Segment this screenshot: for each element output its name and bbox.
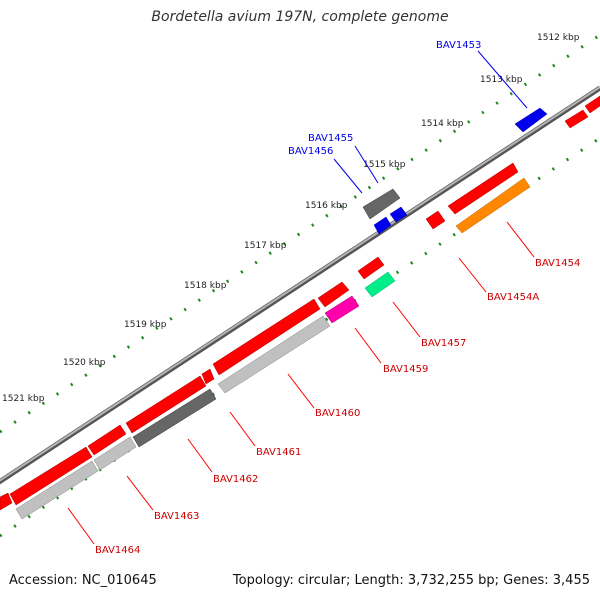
gene-label: BAV1455 [308,133,353,144]
kbp-label: 1515 kbp [363,160,406,170]
gene-feature[interactable] [217,315,331,394]
gene-label: BAV1460 [315,408,360,419]
gene-feature[interactable] [455,177,531,234]
scale-track-outer [0,33,600,434]
gene-feature[interactable] [317,281,350,308]
gene-label: BAV1464 [95,545,140,556]
kbp-label: 1518 kbp [184,281,227,291]
gene-feature[interactable] [564,109,589,129]
gene-label: BAV1463 [154,511,199,522]
kbp-label: 1514 kbp [421,119,464,129]
gene-feature[interactable] [362,188,401,220]
kbp-label: 1521 kbp [2,394,45,404]
gene-label: BAV1454A [487,292,539,303]
gene-label: BAV1454 [535,258,580,269]
accession-text: Accession: NC_010645 [9,573,157,588]
gene-feature[interactable] [132,388,217,448]
gene-feature[interactable] [357,256,385,280]
gene-label: BAV1457 [421,338,466,349]
gene-label: BAV1453 [436,40,481,51]
gene-feature[interactable] [364,271,396,298]
genome-map[interactable]: 1512 kbp 1513 kbp 1514 kbp 1515 kbp 1516… [0,0,600,570]
kbp-label: 1513 kbp [480,75,523,85]
kbp-label: 1520 kbp [63,358,106,368]
gene-feature[interactable] [584,95,600,114]
kbp-label: 1517 kbp [244,241,287,251]
gene-features[interactable] [0,95,600,520]
gene-label: BAV1459 [383,364,428,375]
gene-feature[interactable] [324,295,360,324]
gene-feature[interactable] [9,446,93,506]
gene-feature[interactable] [15,460,99,520]
gene-feature[interactable] [447,162,519,215]
gene-labels[interactable]: BAV1453 BAV1455 BAV1456 BAV1454 BAV1454A… [95,40,580,556]
gene-label: BAV1462 [213,474,258,485]
map-title: Bordetella avium 197N, complete genome [151,9,449,25]
gene-feature[interactable] [125,375,207,434]
gene-feature[interactable] [514,107,548,133]
gene-feature[interactable] [212,298,321,376]
gene-feature[interactable] [93,436,137,471]
gene-feature[interactable] [201,368,215,385]
gene-feature[interactable] [0,492,13,511]
kbp-labels: 1512 kbp 1513 kbp 1514 kbp 1515 kbp 1516… [2,33,580,404]
gene-feature[interactable] [87,424,127,456]
genome-summary: Topology: circular; Length: 3,732,255 bp… [232,573,590,588]
leader-lines [67,50,535,545]
gene-feature[interactable] [373,216,392,235]
gene-feature[interactable] [425,210,446,230]
kbp-label: 1512 kbp [537,33,580,43]
gene-label: BAV1456 [288,146,333,157]
kbp-label: 1519 kbp [124,320,167,330]
gene-label: BAV1461 [256,447,301,458]
gene-feature[interactable] [389,206,408,223]
kbp-label: 1516 kbp [305,201,348,211]
